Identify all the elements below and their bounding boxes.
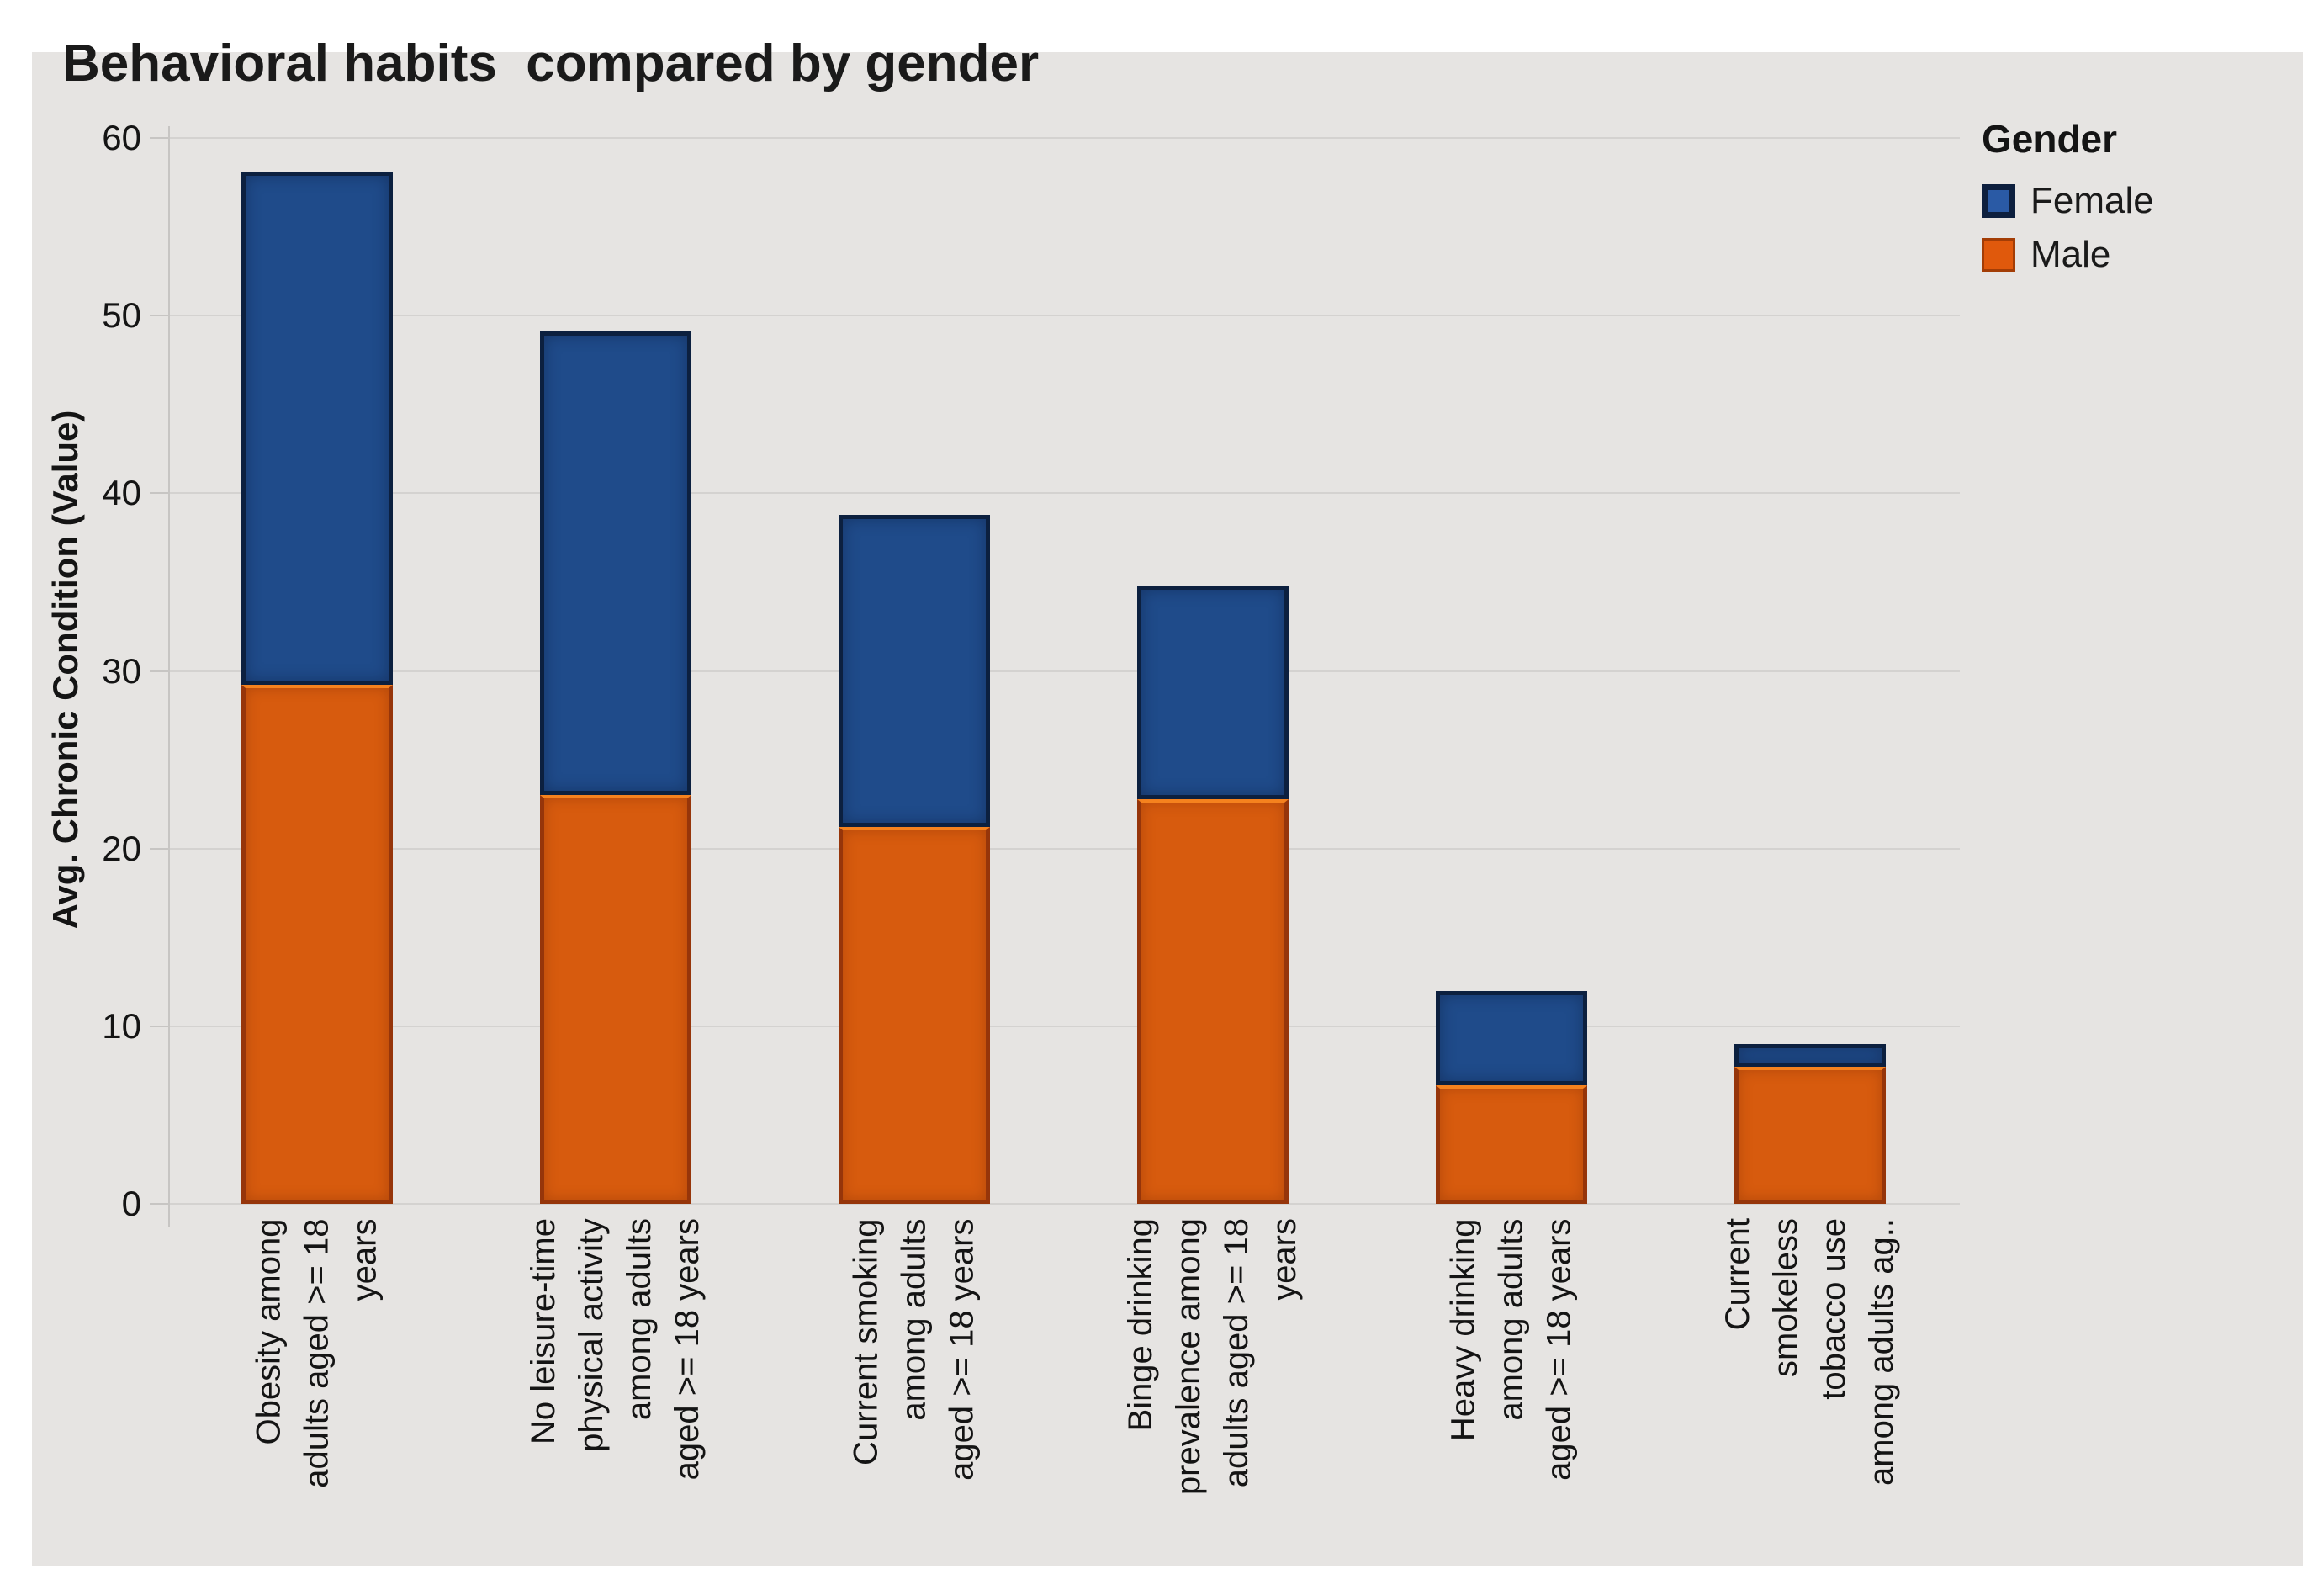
legend-label-male: Male <box>2030 234 2111 275</box>
bar-male-4[interactable] <box>1436 1084 1587 1204</box>
y-tick-label-0: 0 <box>121 1184 141 1223</box>
x-category-label-0: Obesity among adults aged >= 18 years <box>250 1218 384 1488</box>
bar-female-0[interactable] <box>241 172 393 686</box>
bar-female-1[interactable] <box>540 331 691 796</box>
bar-male-1[interactable] <box>540 795 691 1204</box>
x-category-label-5: Current smokeless tobacco use among adul… <box>1719 1218 1900 1486</box>
gridline-50 <box>168 315 1960 317</box>
y-tick-label-30: 30 <box>102 650 141 691</box>
gridline-0 <box>168 1203 1960 1205</box>
x-category-label-1: No leisure-time physical activity among … <box>525 1218 706 1481</box>
gridline-20 <box>168 847 1960 850</box>
y-tick-40 <box>150 492 168 495</box>
y-tick-label-10: 10 <box>102 1005 141 1046</box>
bar-female-2[interactable] <box>839 514 990 828</box>
bar-male-3[interactable] <box>1137 798 1289 1204</box>
y-tick-label-50: 50 <box>102 295 141 336</box>
y-tick-50 <box>150 315 168 317</box>
y-tick-label-20: 20 <box>102 828 141 868</box>
bar-female-3[interactable] <box>1137 586 1289 799</box>
bar-female-4[interactable] <box>1436 990 1587 1085</box>
gridline-30 <box>168 670 1960 672</box>
bar-male-2[interactable] <box>839 827 990 1204</box>
chart-title: Behavioral habits compared by gender <box>62 34 1040 93</box>
bar-male-0[interactable] <box>241 685 393 1204</box>
y-tick-label-60: 60 <box>102 118 141 157</box>
x-category-label-4: Heavy drinking among adults aged >= 18 y… <box>1444 1218 1578 1481</box>
y-tick-30 <box>150 670 168 672</box>
y-tick-label-40: 40 <box>102 473 141 513</box>
legend: Gender Female Male <box>1982 116 2310 288</box>
bar-female-5[interactable] <box>1734 1043 1886 1068</box>
bar-male-5[interactable] <box>1734 1067 1886 1204</box>
legend-title: Gender <box>1982 117 2118 161</box>
legend-item-female[interactable]: Female <box>1982 180 2310 222</box>
gridline-10 <box>168 1025 1960 1027</box>
gridline-60 <box>168 137 1960 139</box>
legend-label-female: Female <box>2030 180 2154 221</box>
y-tick-10 <box>150 1025 168 1027</box>
y-tick-20 <box>150 847 168 850</box>
gridline-40 <box>168 492 1960 495</box>
x-category-label-3: Binge drinking prevalence among adults a… <box>1122 1218 1303 1496</box>
legend-item-male[interactable]: Male <box>1982 234 2310 276</box>
female-swatch-icon <box>1982 184 2015 218</box>
y-tick-60 <box>150 137 168 139</box>
male-swatch-icon <box>1982 238 2015 272</box>
y-tick-0 <box>150 1203 168 1205</box>
x-category-label-2: Current smoking among adults aged >= 18 … <box>847 1218 981 1481</box>
y-axis-line <box>168 126 170 1227</box>
